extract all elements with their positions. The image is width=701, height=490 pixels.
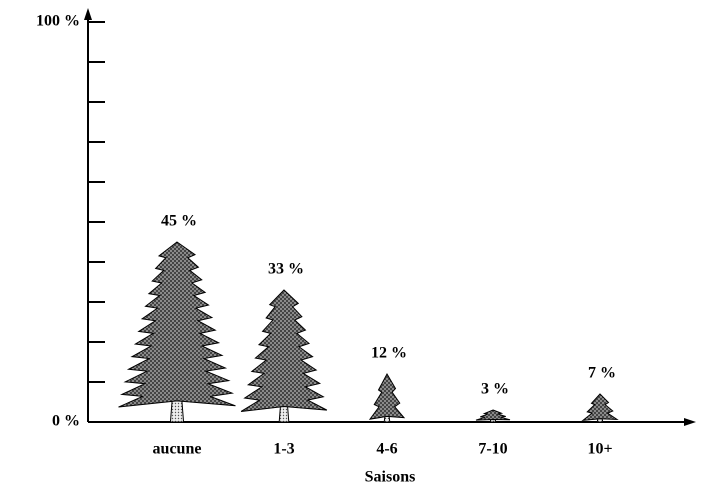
value-label: 3 %: [481, 381, 509, 398]
value-label: 7 %: [588, 365, 616, 382]
tree: [476, 410, 510, 420]
x-tick-label: 1-3: [273, 441, 294, 458]
value-label: 12 %: [371, 345, 407, 362]
chart: Saisons 0 % 100 % aucune 45 % 1-3 33 % 4-6 12 %…: [0, 0, 701, 490]
value-label: 45 %: [161, 213, 197, 230]
tree: [370, 374, 404, 419]
x-tick-label: 10+: [587, 441, 612, 458]
y-tick-label: 100 %: [36, 13, 80, 30]
tree: [583, 394, 617, 420]
y-tick-label: 0 %: [52, 413, 80, 430]
x-axis-arrow: [684, 418, 696, 426]
x-tick-label: 4-6: [376, 441, 397, 458]
x-axis-title: Saisons: [365, 469, 416, 486]
tree: [241, 290, 327, 411]
x-tick-label: aucune: [153, 441, 202, 458]
tree: [119, 242, 236, 407]
page: {"chart_data": {"type": "pictogram", "x_…: [0, 0, 701, 490]
y-axis-arrow: [84, 8, 92, 20]
x-tick-label: 7-10: [478, 441, 507, 458]
value-label: 33 %: [268, 261, 304, 278]
